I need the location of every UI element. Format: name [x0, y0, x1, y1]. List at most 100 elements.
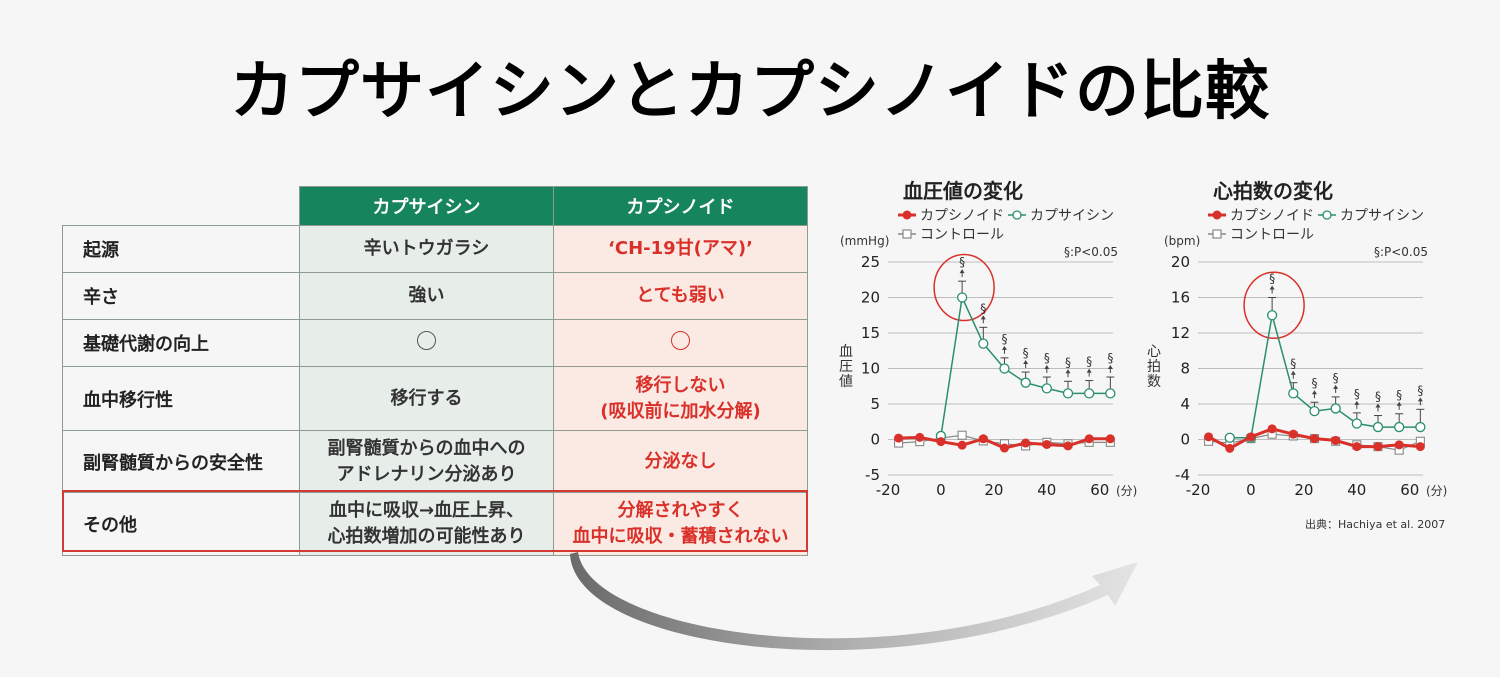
y-unit-label: (bpm)	[1164, 234, 1200, 248]
capsinoid-point	[1373, 442, 1383, 452]
capsinoid-point	[1204, 432, 1214, 442]
x-tick-label: 60	[1400, 481, 1419, 499]
significance-note: §:P<0.05	[1374, 245, 1428, 259]
capsaicin-point	[1351, 418, 1362, 429]
sig-mark: §	[1086, 355, 1092, 369]
y-tick-label: 16	[1171, 289, 1190, 307]
capsaicin-cell: 副腎髄質からの血中への アドレナリン分泌あり	[299, 430, 554, 493]
sig-arrow	[1290, 370, 1296, 375]
capsaicin-legend: カプサイシン	[1318, 208, 1424, 224]
capsaicin-cell: 血中に吸収→血圧上昇、 心拍数増加の可能性あり	[299, 492, 554, 556]
capsinoid-point	[1246, 432, 1256, 442]
peak-highlight-circle	[1243, 271, 1305, 339]
capsinoid-point	[999, 443, 1009, 453]
comparison-table: カプサイシン カプシノイド 起源 辛いトウガラシ ‘CH-19甘(アマ)’ 辛さ…	[62, 186, 808, 556]
capsinoid-point	[1225, 443, 1235, 453]
capsinoid-point	[1042, 439, 1052, 449]
table-corner	[62, 186, 300, 226]
x-tick-label: 0	[1246, 481, 1256, 499]
sig-arrow	[1001, 345, 1007, 350]
y-tick-label: 20	[861, 289, 880, 307]
capsaicin-point	[1020, 377, 1031, 388]
y-tick-label: 8	[1180, 360, 1190, 378]
capsaicin-point	[1330, 403, 1341, 414]
sig-arrow	[1375, 403, 1381, 408]
capsaicin-point	[1309, 405, 1320, 417]
capsaicin-line	[1229, 315, 1421, 439]
capsinoid-point	[894, 433, 904, 443]
capsaicin-point	[1084, 388, 1095, 399]
x-tick-label: 20	[1294, 481, 1313, 499]
capsaicin-cell: 移行する	[299, 366, 554, 431]
capsinoid-point	[1331, 435, 1341, 445]
y-tick-label: -4	[1175, 466, 1190, 484]
sig-arrow	[980, 315, 986, 320]
capsinoid-point	[1084, 434, 1094, 444]
capsaicin-cell: 辛いトウガラシ	[299, 225, 554, 273]
y-tick-label: 5	[870, 395, 880, 413]
blood-pressure-chart: 血圧値の変化 カプシノイド カプサイシン コントロール (mmHg) §:P<0.05 -5…	[838, 170, 1168, 530]
sig-mark: §	[1311, 376, 1317, 390]
y-tick-label: 12	[1171, 324, 1190, 342]
capsinoid-point	[1288, 429, 1298, 439]
x-tick-label: -20	[876, 481, 901, 499]
sig-arrow	[1396, 401, 1402, 406]
capsinoid-point	[957, 440, 967, 450]
capsinoid-point	[1021, 438, 1031, 448]
sig-mark: §	[1107, 351, 1113, 365]
capsaicin-point	[999, 363, 1010, 374]
row-label: 辛さ	[62, 272, 300, 320]
chart-title: 血圧値の変化	[903, 179, 1023, 203]
sig-arrow	[1269, 285, 1275, 290]
control-legend: コントロール	[1208, 227, 1314, 243]
sig-mark: §	[959, 255, 965, 269]
y-tick-label: 20	[1171, 253, 1190, 271]
capsinoid-cell: 分泌なし	[553, 430, 808, 493]
sig-arrow	[1023, 360, 1029, 365]
sig-arrow	[1086, 368, 1092, 373]
svg-text:コントロール: コントロール	[920, 227, 1004, 243]
sig-mark: §	[980, 301, 986, 315]
svg-text:カプシノイド: カプシノイド	[1230, 208, 1314, 224]
circle-mark-icon	[671, 331, 690, 350]
sig-mark: §	[1044, 351, 1050, 365]
source-note: 出典：Hachiya et al. 2007	[1305, 518, 1446, 531]
y-tick-label: 25	[861, 253, 880, 271]
header-capsinoid: カプシノイド	[553, 186, 808, 226]
sig-mark: §	[1290, 357, 1296, 371]
heart-rate-chart: 心拍数の変化カプシノイド カプサイシン コントロール (bpm) §:P<0.05 -4 0…	[1147, 170, 1478, 530]
row-label: 起源	[62, 225, 300, 273]
row-label: 血中移行性	[62, 366, 300, 431]
row-label: 副腎髄質からの安全性	[62, 430, 300, 493]
table-row: 起源 辛いトウガラシ ‘CH-19甘(アマ)’	[62, 225, 808, 273]
sig-mark: §	[1023, 346, 1029, 360]
sig-mark: §	[1001, 332, 1007, 346]
y-tick-label: 4	[1180, 395, 1190, 413]
capsaicin-point	[956, 292, 968, 303]
page-title: カプサイシンとカプシノイドの比較	[230, 55, 1270, 129]
peak-highlight-circle	[933, 253, 995, 322]
chart-title: 心拍数の変化	[1213, 179, 1333, 203]
capsinoid-point	[1105, 434, 1115, 444]
control-legend: コントロール	[898, 227, 1004, 243]
capsaicin-point	[1415, 421, 1426, 433]
capsinoid-point	[1267, 424, 1277, 434]
capsinoid-cell: ‘CH-19甘(アマ)’	[553, 225, 808, 273]
x-tick-label: -20	[1186, 481, 1211, 499]
capsinoid-point	[1394, 440, 1404, 450]
sig-arrow	[1107, 365, 1113, 370]
y-tick-label: 10	[861, 360, 880, 378]
sig-arrow	[1065, 369, 1071, 374]
capsaicin-point	[1372, 421, 1384, 433]
capsaicin-point	[1062, 388, 1074, 399]
sig-mark: §	[1396, 388, 1402, 402]
sig-arrow	[1354, 400, 1360, 405]
sig-arrow	[1044, 365, 1050, 370]
capsaicin-point	[1224, 432, 1235, 443]
x-unit-label: (分)	[1116, 484, 1137, 498]
y-tick-label: 15	[861, 324, 880, 342]
sig-mark: §	[1375, 390, 1381, 404]
curved-arrow-icon	[570, 552, 1138, 651]
capsaicin-point	[1394, 421, 1405, 433]
sig-mark: §	[1417, 383, 1423, 397]
